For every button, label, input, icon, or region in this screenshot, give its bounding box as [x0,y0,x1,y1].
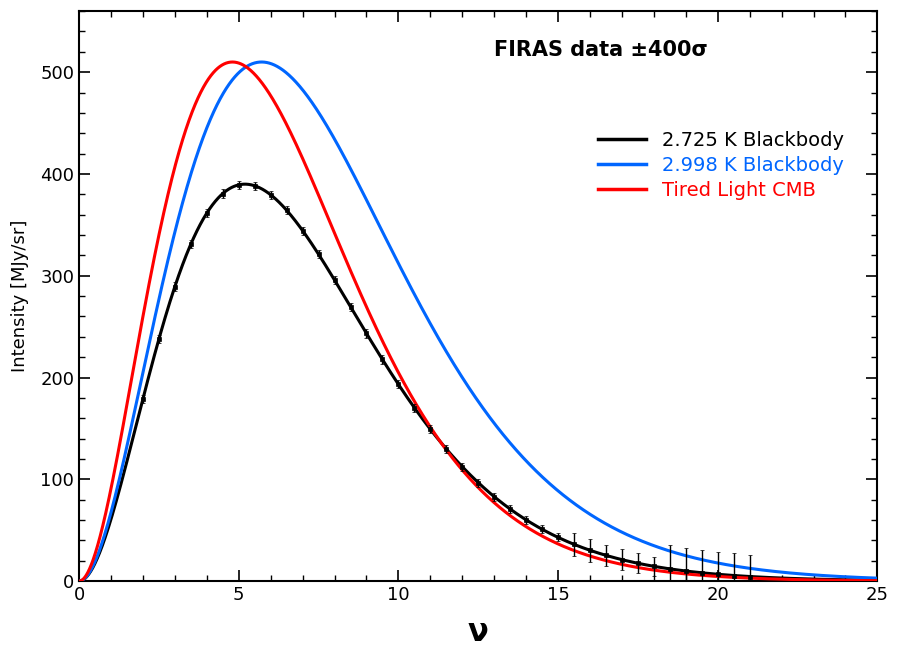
Y-axis label: Intensity [MJy/sr]: Intensity [MJy/sr] [11,220,29,372]
Legend: 2.725 K Blackbody, 2.998 K Blackbody, Tired Light CMB: 2.725 K Blackbody, 2.998 K Blackbody, Ti… [590,124,851,208]
Text: FIRAS data ±400σ: FIRAS data ±400σ [494,39,708,60]
X-axis label: ν: ν [468,618,489,647]
